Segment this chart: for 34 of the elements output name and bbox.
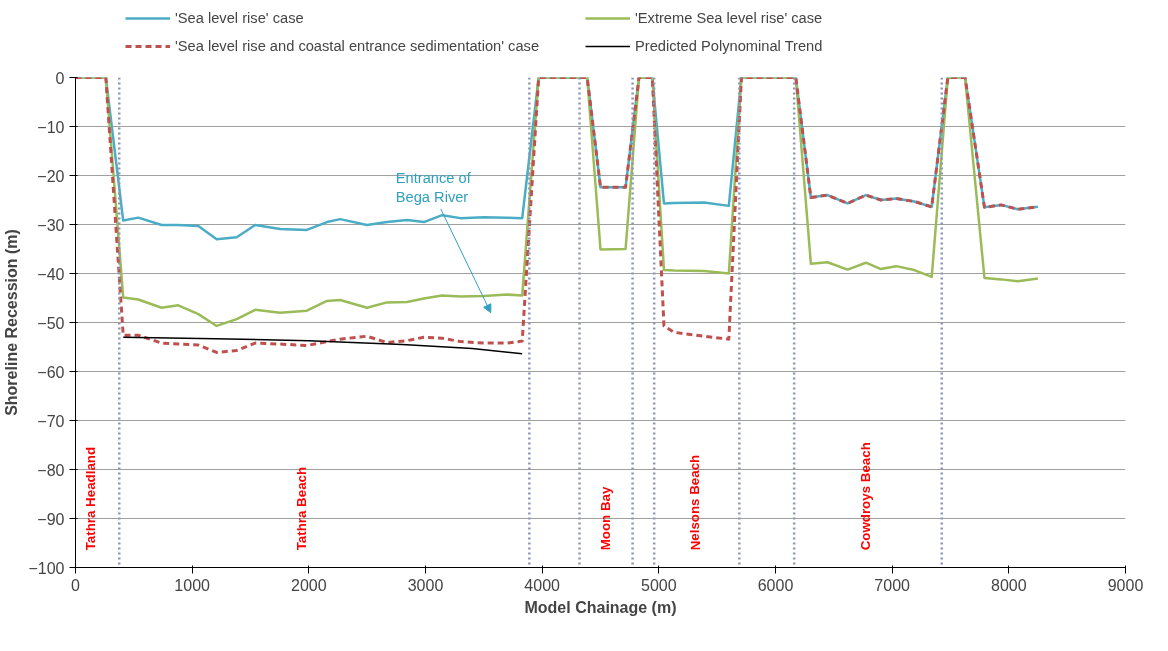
y-tick-label: −90 xyxy=(37,510,65,528)
annotation: Tathra Beach xyxy=(293,466,309,551)
y-tick-label: −70 xyxy=(37,412,65,430)
annotation: Tathra Headland xyxy=(82,446,98,551)
legend-label: 'Extreme Sea level rise' case xyxy=(635,10,824,26)
y-tick-label: −40 xyxy=(37,265,65,283)
annotation: Cowdroys Beach xyxy=(857,442,873,551)
x-tick-label: 0 xyxy=(71,576,81,594)
annotation: Entrance of Bega River xyxy=(395,169,472,205)
y-tick-label: 0 xyxy=(55,69,65,87)
x-tick-label: 4000 xyxy=(524,576,561,594)
legend-label: 'Sea level rise and coastal entrance sedimentation' case xyxy=(175,38,541,54)
x-tick-label: 3000 xyxy=(407,576,444,594)
y-tick-label: −20 xyxy=(37,167,65,185)
y-axis-title: Shoreline Recession (m) xyxy=(3,229,21,416)
x-tick-label: 2000 xyxy=(291,576,327,594)
x-tick-label: 8000 xyxy=(991,576,1027,594)
y-tick-label: −100 xyxy=(28,559,65,577)
line-series xyxy=(122,336,523,355)
annotation: Moon Bay xyxy=(598,486,614,551)
x-tick-label: 6000 xyxy=(757,576,794,594)
x-tick-label: 9000 xyxy=(1107,576,1144,594)
y-tick-label: −60 xyxy=(37,363,65,381)
legend-label: 'Sea level rise' case xyxy=(175,10,305,26)
annotation: Nelsons Beach xyxy=(687,454,703,551)
x-tick-label: 7000 xyxy=(874,576,911,594)
y-tick-label: −80 xyxy=(37,461,65,479)
x-tick-label: 1000 xyxy=(174,576,211,594)
y-tick-label: −10 xyxy=(37,118,65,136)
legend-label: Predicted Polynominal Trend xyxy=(635,38,824,54)
x-tick-label: 5000 xyxy=(641,576,677,594)
y-tick-label: −50 xyxy=(37,314,65,332)
x-axis-title: Model Chainage (m) xyxy=(524,598,677,616)
y-tick-label: −30 xyxy=(37,216,65,234)
